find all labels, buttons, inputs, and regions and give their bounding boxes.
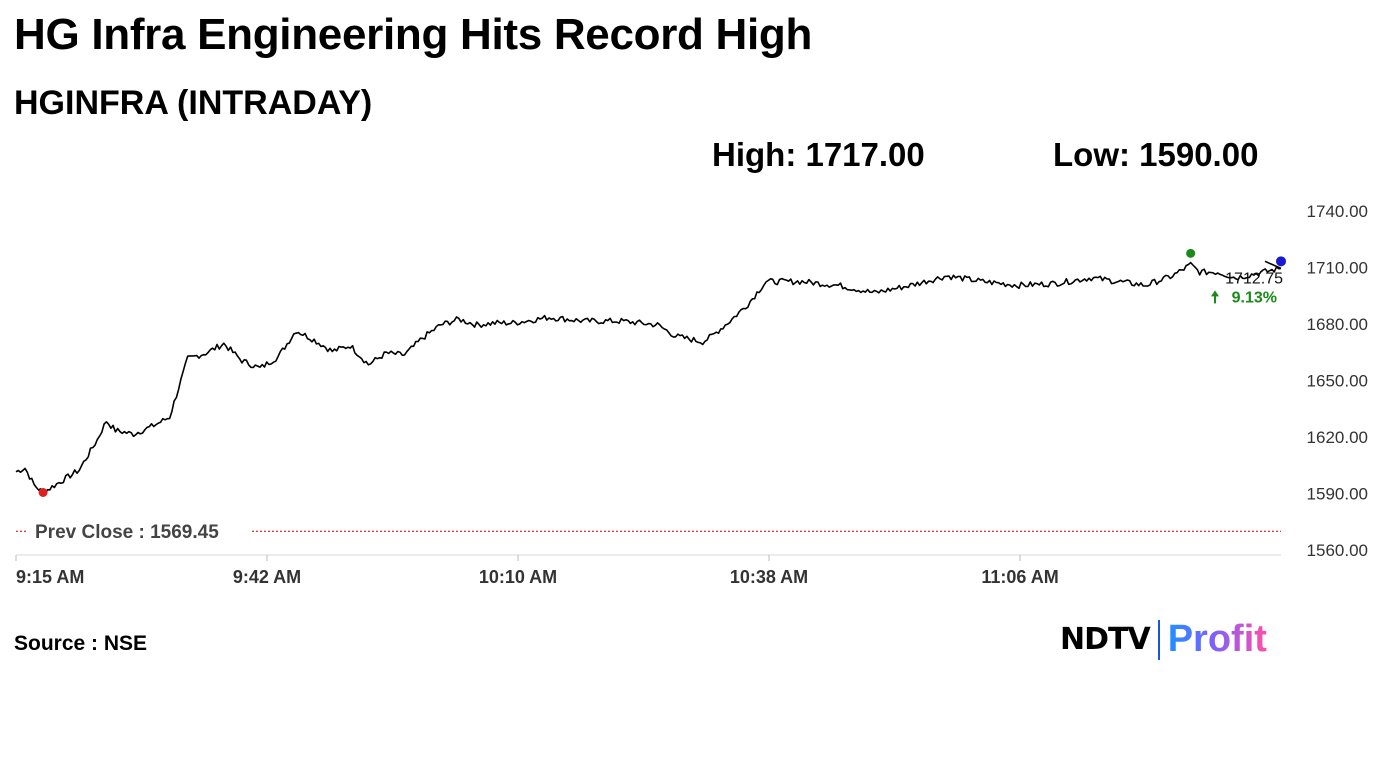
x-tick-label: 11:06 AM (981, 567, 1058, 587)
day-low-value: Low: 1590.00 (1053, 136, 1259, 173)
up-arrow-icon (1211, 290, 1219, 304)
source-note: Source : NSE (14, 632, 148, 655)
x-tick-label: 10:10 AM (479, 567, 557, 587)
x-tick-label: 9:15 AM (16, 567, 84, 587)
price-line (15, 261, 1282, 495)
y-tick-label: 1710.00 (1307, 259, 1368, 278)
y-tick-label: 1680.00 (1307, 315, 1368, 334)
page-title: HG Infra Engineering Hits Record High (14, 10, 813, 59)
price-line-tail (1264, 260, 1282, 270)
day-low-marker (38, 488, 48, 497)
change-percent-label: 9.13% (1232, 289, 1277, 306)
last-price-label: 1712.75 (1225, 270, 1283, 287)
change-percent-group: 9.13% (1211, 289, 1277, 306)
logo-ndtv-wordmark: NDTV (1060, 622, 1151, 657)
logo-profit-wordmark: Profit (1167, 618, 1267, 660)
y-tick-label: 1620.00 (1307, 428, 1368, 447)
y-tick-label: 1650.00 (1307, 372, 1368, 391)
intraday-price-chart: 1740.00 1710.00 1680.00 1650.00 1620.00 1590.… (15, 202, 1368, 587)
day-high-marker (1186, 248, 1196, 258)
prev-close-label-bg (28, 518, 250, 545)
y-tick-label: 1590.00 (1307, 485, 1368, 504)
day-high-value: High: 1717.00 (712, 136, 925, 173)
logo-divider (1157, 619, 1160, 660)
prev-close-label: Prev Close : 1569.45 (35, 522, 219, 543)
y-tick-label: 1740.00 (1307, 202, 1368, 221)
ndtv-profit-logo: NDTV Profit (1060, 618, 1267, 661)
last-price-marker (1276, 256, 1286, 267)
x-tick-label: 9:42 AM (233, 567, 301, 587)
y-tick-label: 1560.00 (1307, 541, 1368, 560)
chart-subtitle: HGINFRA (INTRADAY) (14, 84, 373, 122)
x-tick-label: 10:38 AM (730, 567, 808, 587)
